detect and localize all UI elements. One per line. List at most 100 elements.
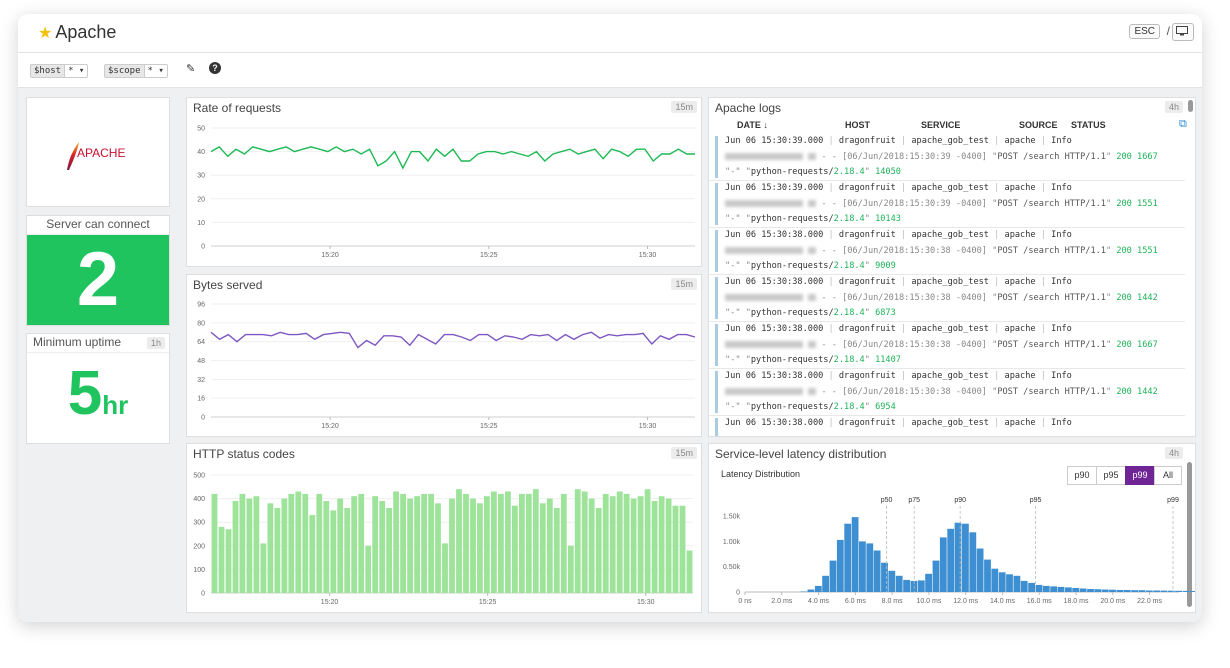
log-row[interactable]: Jun 06 15:30:38.000 | dragonfruit | apac…: [709, 228, 1185, 275]
external-link-icon[interactable]: ⧉: [1179, 118, 1187, 131]
column-header-host[interactable]: HOST: [845, 120, 870, 130]
status-bar: [638, 496, 644, 593]
log-row[interactable]: Jun 06 15:30:38.000 | dragonfruit | apac…: [709, 275, 1185, 322]
histogram-bar: [999, 572, 1006, 592]
variable-value-text: *: [148, 66, 153, 76]
x-tick-label: 15:30: [639, 423, 657, 430]
log-row[interactable]: Jun 06 15:30:39.000 | dragonfruit | apac…: [709, 181, 1185, 228]
status-bar: [379, 501, 385, 593]
log-agent-line: "-" "python-requests/2.18.4" 11407: [725, 355, 901, 365]
uptime-unit: hr: [102, 390, 128, 420]
y-tick-label: 80: [197, 320, 205, 327]
histogram-bar: [947, 529, 954, 592]
column-header-status[interactable]: STATUS: [1071, 120, 1106, 130]
histogram-bar: [1043, 586, 1050, 592]
esc-button[interactable]: ESC: [1129, 24, 1160, 39]
log-response-time: 11407: [875, 355, 901, 365]
log-size: 1551: [1137, 199, 1158, 209]
log-service: apache_gob_test: [911, 418, 989, 428]
variable-name: $host: [30, 64, 65, 78]
x-tick-label: 8.0 ms: [882, 598, 904, 605]
help-icon[interactable]: ?: [209, 62, 221, 74]
status-bar: [309, 515, 315, 593]
log-agent: python-requests/: [751, 355, 834, 365]
column-header-date[interactable]: DATE ↓: [737, 120, 768, 130]
log-agent-line: "-" "python-requests/2.18.4" 10143: [725, 214, 901, 224]
bytes-served-widget: Bytes served 15m 0 16 32 48 64 80 96 15:20 15:25…: [186, 274, 702, 437]
histogram-bar: [815, 586, 822, 592]
x-tick-label: 18.0 ms: [1064, 598, 1089, 605]
histogram-bar: [822, 576, 829, 592]
logs-scrollbar[interactable]: [1188, 100, 1193, 112]
log-message-line: - - [06/Jun/2018:15:30:38 -0400] "POST /…: [725, 387, 1158, 397]
histogram-bar: [962, 524, 969, 592]
log-agent: python-requests/: [751, 167, 834, 177]
x-tick-label: 15:30: [637, 599, 655, 606]
pencil-icon[interactable]: ✎: [186, 62, 195, 75]
log-date: Jun 06 15:30:38.000: [725, 277, 823, 287]
log-row[interactable]: Jun 06 15:30:38.000 | dragonfruit | apac…: [709, 369, 1185, 416]
status-bar: [673, 506, 679, 593]
log-row[interactable]: Jun 06 15:30:38.000 | dragonfruit | apac…: [709, 416, 1185, 436]
percentile-label: p75: [908, 497, 920, 504]
log-source: apache: [1005, 418, 1036, 428]
histogram-bar: [1190, 591, 1195, 592]
variable-scope[interactable]: $scope * ▾: [104, 64, 168, 77]
y-tick-label: 0: [201, 244, 205, 251]
star-icon[interactable]: ★: [38, 25, 52, 42]
redacted-ip: [808, 294, 816, 301]
histogram-bar: [1175, 591, 1182, 592]
log-row[interactable]: Jun 06 15:30:39.000 | dragonfruit | apac…: [709, 134, 1185, 181]
log-status-code: 200: [1116, 246, 1132, 256]
status-bar: [547, 499, 553, 593]
status-bar: [344, 508, 350, 593]
log-agent-version: 2.18.4: [834, 355, 865, 365]
histogram-bar: [1124, 590, 1131, 592]
y-tick-label: 20: [197, 196, 205, 203]
histogram-bar: [1094, 589, 1101, 592]
status-bar: [463, 494, 469, 593]
log-status: Info: [1051, 371, 1072, 381]
status-bar: [484, 496, 490, 593]
status-bar: [568, 546, 574, 593]
log-date: Jun 06 15:30:39.000: [725, 136, 823, 146]
log-host: dragonfruit: [839, 136, 896, 146]
y-tick-label: 40: [197, 149, 205, 156]
log-response-time: 14050: [875, 167, 901, 177]
log-agent-version: 2.18.4: [834, 261, 865, 271]
histogram-bar: [1102, 590, 1109, 593]
status-bar: [407, 499, 413, 593]
status-bar: [540, 503, 546, 593]
histogram-bar: [1014, 576, 1021, 592]
y-tick-label: 96: [197, 302, 205, 309]
y-tick-label: 32: [197, 377, 205, 384]
x-tick-label: 15:20: [321, 252, 339, 259]
rate-of-requests-widget: Rate of requests 15m 0 10 20 30 40 50 15:20 15:…: [186, 97, 702, 267]
y-tick-label: 0.50k: [723, 564, 741, 571]
histogram-bar: [977, 549, 984, 593]
monitor-icon: [1176, 26, 1188, 36]
log-agent-line: "-" "python-requests/2.18.4" 14050: [725, 167, 901, 177]
status-bar: [386, 508, 392, 593]
status-bar: [687, 551, 693, 594]
column-header-source[interactable]: SOURCE: [1019, 120, 1058, 130]
log-size: 1667: [1137, 340, 1158, 350]
log-date: Jun 06 15:30:38.000: [725, 371, 823, 381]
x-tick-label: 15:30: [639, 252, 657, 259]
variable-host[interactable]: $host * ▾: [30, 64, 88, 77]
latency-histogram-chart: 00.50k1.00k1.50k0 ns 2.0 ms 4.0 ms 6.0 ms 8.…: [709, 444, 1195, 612]
redacted-ip: [725, 294, 803, 301]
y-tick-label: 500: [193, 473, 205, 480]
histogram-bar: [1028, 583, 1035, 592]
log-agent: python-requests/: [751, 214, 834, 224]
y-tick-label: 1.00k: [723, 539, 741, 546]
log-response-time: 6954: [875, 402, 896, 412]
column-header-service[interactable]: SERVICE: [921, 120, 960, 130]
x-tick-label: 15:25: [480, 252, 498, 259]
variable-name: $scope: [104, 64, 145, 78]
histogram-bar: [1080, 589, 1087, 593]
log-message-line: - - [06/Jun/2018:15:30:38 -0400] "POST /…: [725, 340, 1158, 350]
log-row[interactable]: Jun 06 15:30:38.000 | dragonfruit | apac…: [709, 322, 1185, 369]
x-tick-label: 4.0 ms: [808, 598, 830, 605]
tv-mode-button[interactable]: [1172, 23, 1194, 41]
